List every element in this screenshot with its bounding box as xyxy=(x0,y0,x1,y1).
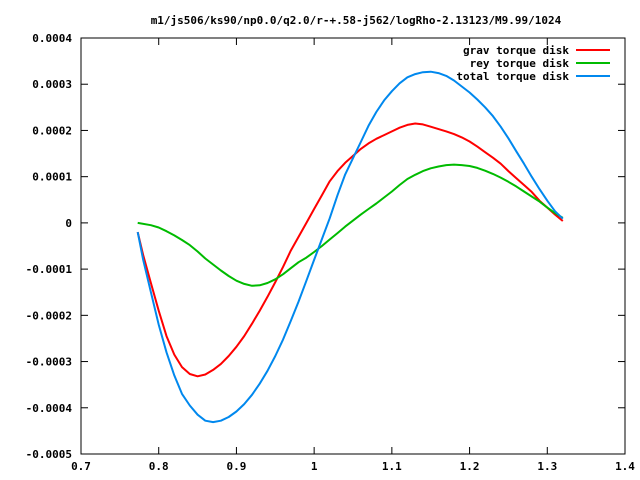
y-tick-label: -0.0003 xyxy=(26,356,72,369)
x-tick-label: 1.3 xyxy=(537,460,557,473)
y-axis: -0.0005 -0.0004 -0.0003 -0.0002 -0.0001 0 0.00… xyxy=(26,32,625,461)
y-tick-label: 0 xyxy=(65,217,72,230)
x-tick-label: 0.8 xyxy=(149,460,169,473)
y-tick-label: 0.0002 xyxy=(32,124,72,137)
series-line-3 xyxy=(136,70,564,424)
x-tick-label: 1 xyxy=(311,460,318,473)
legend-label: grav torque disk xyxy=(463,44,569,57)
x-tick-label: 1.4 xyxy=(615,460,635,473)
y-tick-label: 0.0004 xyxy=(32,32,72,45)
series-line-2 xyxy=(137,163,564,287)
x-tick-label: 0.9 xyxy=(226,460,246,473)
x-axis: 0.7 0.8 0.9 1 1.1 1.2 1.3 1.4 xyxy=(71,38,635,473)
plot-frame xyxy=(80,37,626,455)
y-tick-label: -0.0004 xyxy=(26,402,73,415)
y-tick-label: 0.0003 xyxy=(32,78,72,91)
y-tick-label: 0.0001 xyxy=(32,171,72,184)
chart-title: m1/js506/ks90/np0.0/q2.0/r-+.58-j562/log… xyxy=(151,14,562,27)
y-tick-label: -0.0002 xyxy=(26,309,72,322)
y-tick-label: -0.0001 xyxy=(26,263,73,276)
x-tick-label: 0.7 xyxy=(71,460,91,473)
x-tick-label: 1.2 xyxy=(460,460,480,473)
x-tick-label: 1.1 xyxy=(382,460,402,473)
legend-label: rey torque disk xyxy=(470,57,570,70)
legend-label: total torque disk xyxy=(456,70,569,83)
y-tick-label: -0.0005 xyxy=(26,448,72,461)
series-line-1 xyxy=(136,122,564,378)
series-layer xyxy=(136,70,564,424)
